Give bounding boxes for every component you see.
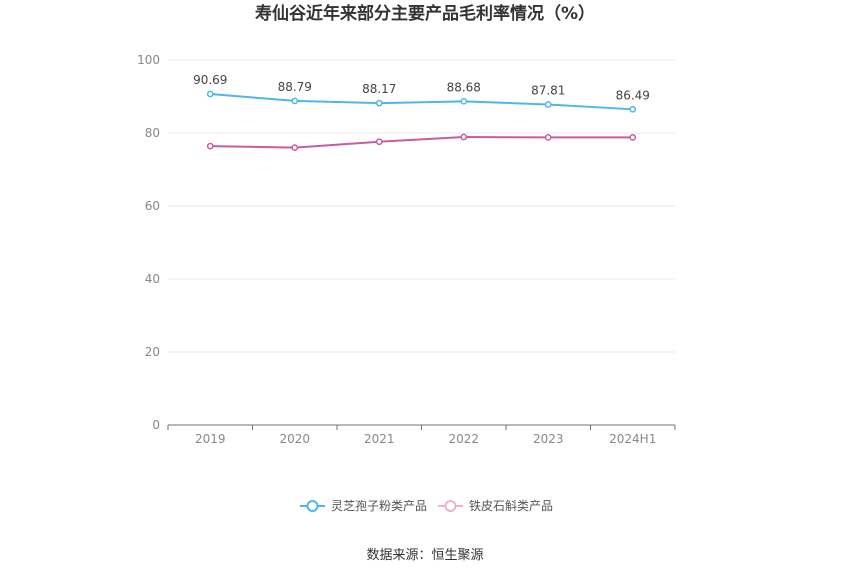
x-tick-label: 2023 — [533, 432, 564, 446]
data-point[interactable] — [375, 99, 383, 107]
data-point[interactable] — [206, 142, 214, 150]
x-tick-label: 2022 — [448, 432, 479, 446]
data-point[interactable] — [460, 133, 468, 141]
data-label: 88.17 — [362, 82, 396, 96]
data-label: 86.49 — [616, 88, 650, 102]
data-point[interactable] — [460, 97, 468, 105]
data-label: 87.81 — [531, 83, 565, 97]
data-label: 90.69 — [193, 73, 227, 87]
source-note: 数据来源：恒生聚源 — [366, 548, 483, 563]
data-label: 88.79 — [278, 80, 312, 94]
data-point[interactable] — [544, 101, 552, 108]
data-point[interactable] — [291, 144, 299, 151]
data-labels: 90.69 88.79 88.17 88.68 87.81 86.49 — [193, 73, 650, 102]
axes: 0 20 40 60 80 100 2019 2020 2021 2022 2023 2024H1 — [137, 53, 676, 446]
series-line — [210, 92, 633, 111]
data-point[interactable] — [375, 138, 383, 146]
gridlines — [168, 59, 675, 353]
y-tick-label: 0 — [152, 418, 160, 432]
y-tick-label: 40 — [145, 272, 160, 286]
x-tick-label: 2019 — [195, 432, 226, 446]
y-tick-label: 100 — [137, 53, 160, 67]
legend-circle-icon — [444, 500, 457, 512]
chart-title: 寿仙谷近年来部分主要产品毛利率情况（%） — [255, 3, 595, 24]
legend-label[interactable]: 铁皮石斛类产品 — [469, 499, 553, 513]
y-tick-label: 60 — [145, 199, 160, 213]
y-tick-label: 20 — [145, 345, 160, 359]
data-point[interactable] — [629, 134, 637, 141]
x-tick-label: 2024H1 — [609, 432, 656, 446]
legend[interactable]: 灵芝孢子粉类产品 铁皮石斛类产品 — [300, 498, 553, 513]
series-lines — [206, 90, 637, 151]
legend-circle-icon — [306, 500, 319, 512]
data-point[interactable] — [629, 105, 637, 113]
x-tick-label: 2021 — [364, 432, 395, 446]
legend-label[interactable]: 灵芝孢子粉类产品 — [331, 498, 427, 513]
data-point[interactable] — [544, 134, 552, 141]
data-label: 88.68 — [447, 80, 481, 94]
data-point[interactable] — [291, 97, 299, 105]
data-point[interactable] — [206, 90, 214, 98]
y-tick-label: 80 — [145, 126, 160, 140]
x-tick-label: 2020 — [279, 432, 310, 446]
series-line — [210, 136, 633, 149]
